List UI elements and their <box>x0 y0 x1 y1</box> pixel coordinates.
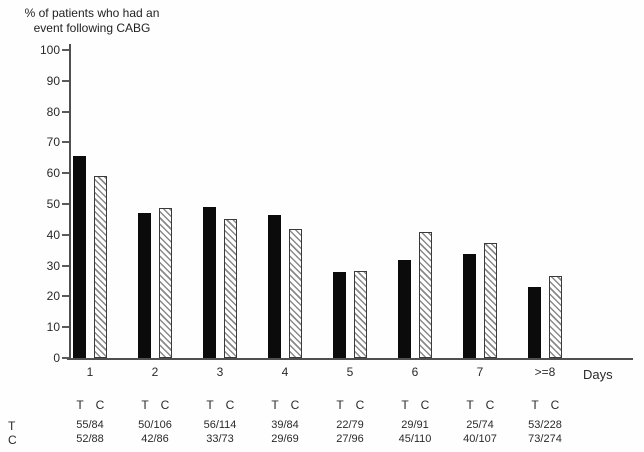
table-col-header-c-day-1: C <box>95 398 105 412</box>
y-tick-60 <box>62 172 69 175</box>
y-tick-50 <box>62 203 69 205</box>
chart-title-line2: event following CABG <box>33 21 151 35</box>
x-category-label-4: 4 <box>281 365 289 379</box>
table-col-header-t-day->=8: T <box>531 398 539 412</box>
y-tick-20 <box>62 295 69 298</box>
y-axis-line <box>69 44 71 360</box>
bar-T-day-1 <box>73 156 86 358</box>
fraction-t-day-3: 56/114 <box>203 419 237 431</box>
table-col-header-t-day-2: T <box>141 398 149 412</box>
fraction-c-day-7: 40/107 <box>463 433 497 445</box>
y-tick-label-100: 100 <box>39 43 60 57</box>
bar-C-day-7 <box>484 242 497 358</box>
fraction-c-day->=8: 73/274 <box>528 433 562 445</box>
table-col-header-c-day-6: C <box>420 398 430 412</box>
x-axis-title: Days <box>583 367 613 382</box>
bar-C-day-2 <box>159 207 172 358</box>
bar-C-day-3 <box>224 218 237 358</box>
y-tick-label-90: 90 <box>46 73 60 88</box>
table-col-header-c-day-7: C <box>485 398 495 412</box>
fraction-t-day->=8: 53/228 <box>528 419 562 431</box>
fraction-t-day-6: 29/91 <box>401 419 429 431</box>
fraction-c-day-5: 27/96 <box>336 433 364 445</box>
chart-title: % of patients who had an event following… <box>8 6 176 36</box>
bar-T-day->=8 <box>528 286 541 358</box>
table-col-header-t-day-5: T <box>336 398 344 412</box>
table-col-header-t-day-4: T <box>271 398 279 412</box>
table-col-header-c-day-2: C <box>160 398 170 412</box>
table-row-label-t: T <box>8 419 16 433</box>
chart-title-line1: % of patients who had an <box>24 6 160 20</box>
y-tick-label-80: 80 <box>46 104 60 119</box>
fraction-c-day-4: 29/69 <box>271 433 299 445</box>
x-category-label-6: 6 <box>411 365 419 379</box>
table-row-label-c: C <box>8 433 17 447</box>
table-col-header-c-day->=8: C <box>550 398 560 412</box>
bar-C-day->=8 <box>549 276 562 358</box>
fraction-c-day-1: 52/88 <box>76 433 104 445</box>
fraction-c-day-3: 33/73 <box>206 433 234 445</box>
table-col-header-t-day-6: T <box>401 398 409 412</box>
y-tick-label-50: 50 <box>46 197 60 211</box>
y-tick-label-30: 30 <box>46 258 60 273</box>
table-col-header-c-day-4: C <box>290 398 300 412</box>
y-tick-label-10: 10 <box>46 320 60 335</box>
x-category-label-3: 3 <box>216 365 224 379</box>
fraction-t-day-2: 50/106 <box>138 419 172 431</box>
bar-T-day-2 <box>138 212 151 358</box>
bar-T-day-6 <box>398 259 411 358</box>
bar-C-day-1 <box>94 175 107 358</box>
bar-C-day-4 <box>289 228 302 358</box>
bar-T-day-3 <box>203 206 216 358</box>
bar-T-day-5 <box>333 272 346 358</box>
table-col-header-c-day-3: C <box>225 398 235 412</box>
x-category-label->=8: >=8 <box>534 365 556 379</box>
y-tick-70 <box>62 141 69 144</box>
x-category-label-7: 7 <box>476 365 484 379</box>
table-col-header-t-day-3: T <box>206 398 214 412</box>
fraction-t-day-1: 55/84 <box>76 419 104 431</box>
bar-C-day-6 <box>419 232 432 358</box>
y-tick-30 <box>62 264 69 267</box>
y-tick-label-40: 40 <box>46 227 60 242</box>
x-category-label-1: 1 <box>86 365 94 379</box>
table-col-header-t-day-1: T <box>76 398 84 412</box>
fraction-t-day-7: 25/74 <box>466 419 494 431</box>
fraction-t-day-4: 39/84 <box>271 419 299 431</box>
table-col-header-c-day-5: C <box>355 398 365 412</box>
y-tick-label-0: 0 <box>53 351 60 365</box>
fraction-t-day-5: 22/79 <box>336 419 364 431</box>
bar-T-day-4 <box>268 215 281 358</box>
fraction-c-day-2: 42/86 <box>141 433 169 445</box>
y-tick-label-60: 60 <box>46 166 60 181</box>
bar-T-day-7 <box>463 253 476 358</box>
x-category-label-2: 2 <box>151 365 159 379</box>
x-category-label-5: 5 <box>346 365 354 379</box>
y-tick-90 <box>62 79 69 82</box>
y-tick-label-20: 20 <box>46 289 60 304</box>
y-tick-0 <box>62 357 69 359</box>
bar-C-day-5 <box>354 271 367 358</box>
y-tick-80 <box>62 110 69 113</box>
y-tick-10 <box>62 326 69 329</box>
y-tick-40 <box>62 233 69 236</box>
y-tick-100 <box>62 49 69 51</box>
y-tick-label-70: 70 <box>46 135 60 150</box>
table-col-header-t-day-7: T <box>466 398 474 412</box>
fraction-c-day-6: 45/110 <box>398 433 432 445</box>
x-axis-line <box>67 358 633 360</box>
